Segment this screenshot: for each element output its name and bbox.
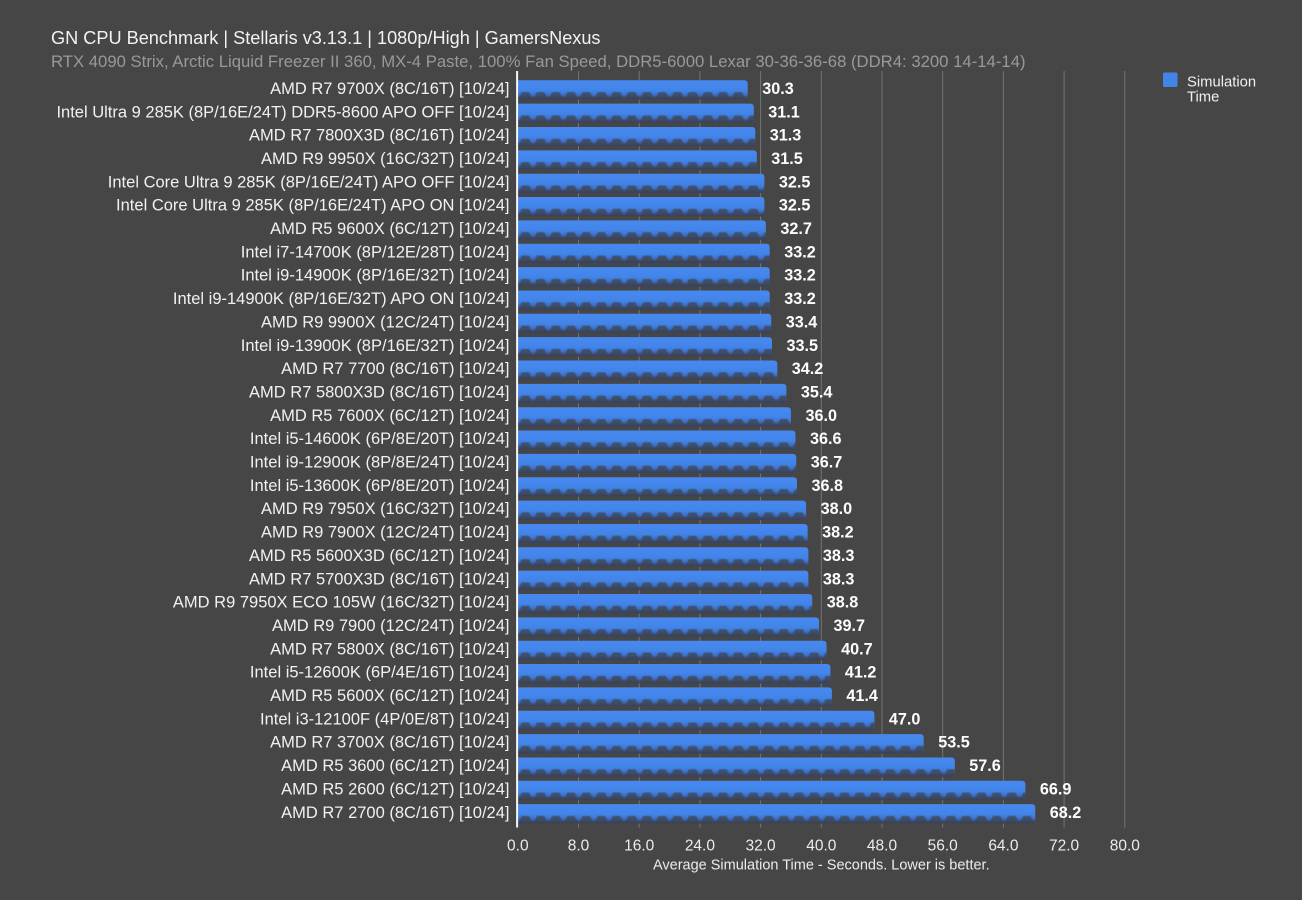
svg-text:36.6: 36.6 bbox=[810, 430, 842, 448]
svg-text:Intel i7-14700K (8P/12E/28T) [: Intel i7-14700K (8P/12E/28T) [10/24] bbox=[241, 243, 510, 261]
svg-text:AMD R5 2600 (6C/12T) [10/24]: AMD R5 2600 (6C/12T) [10/24] bbox=[281, 780, 509, 798]
svg-text:Intel i9-14900K (8P/16E/32T) A: Intel i9-14900K (8P/16E/32T) APO ON [10/… bbox=[173, 290, 510, 308]
svg-text:40.7: 40.7 bbox=[841, 640, 873, 658]
svg-text:AMD R7 5800X (8C/16T) [10/24]: AMD R7 5800X (8C/16T) [10/24] bbox=[270, 640, 509, 658]
svg-text:AMD R9 9900X (12C/24T) [10/24]: AMD R9 9900X (12C/24T) [10/24] bbox=[261, 313, 510, 331]
svg-text:Simulation: Simulation bbox=[1187, 75, 1256, 91]
svg-text:38.0: 38.0 bbox=[821, 500, 853, 518]
svg-text:Intel i5-13600K (6P/8E/20T) [1: Intel i5-13600K (6P/8E/20T) [10/24] bbox=[250, 477, 510, 495]
svg-text:0.0: 0.0 bbox=[507, 837, 529, 854]
svg-text:38.3: 38.3 bbox=[823, 570, 855, 588]
svg-text:36.7: 36.7 bbox=[811, 454, 843, 472]
svg-text:31.1: 31.1 bbox=[768, 103, 800, 121]
svg-text:80.0: 80.0 bbox=[1110, 837, 1141, 854]
svg-text:8.0: 8.0 bbox=[568, 837, 590, 854]
svg-text:47.0: 47.0 bbox=[889, 710, 921, 728]
svg-text:AMD R5 3600 (6C/12T) [10/24]: AMD R5 3600 (6C/12T) [10/24] bbox=[281, 757, 509, 775]
svg-text:32.5: 32.5 bbox=[779, 197, 811, 215]
svg-text:33.2: 33.2 bbox=[784, 290, 816, 308]
svg-text:40.0: 40.0 bbox=[806, 837, 837, 854]
svg-text:AMD R9 7950X ECO 105W (16C/32T: AMD R9 7950X ECO 105W (16C/32T) [10/24] bbox=[173, 594, 510, 612]
svg-text:41.4: 41.4 bbox=[846, 687, 878, 705]
svg-text:Intel i9-13900K (8P/16E/32T) [: Intel i9-13900K (8P/16E/32T) [10/24] bbox=[241, 337, 510, 355]
svg-text:38.3: 38.3 bbox=[823, 547, 855, 565]
svg-text:GN CPU Benchmark | Stellaris v: GN CPU Benchmark | Stellaris v3.13.1 | 1… bbox=[51, 28, 601, 48]
svg-text:30.3: 30.3 bbox=[762, 80, 794, 98]
svg-text:Intel i3-12100F (4P/0E/8T) [10: Intel i3-12100F (4P/0E/8T) [10/24] bbox=[260, 710, 509, 728]
svg-text:39.7: 39.7 bbox=[834, 617, 866, 635]
svg-text:AMD R9 7950X (16C/32T) [10/24]: AMD R9 7950X (16C/32T) [10/24] bbox=[261, 500, 510, 518]
svg-text:66.9: 66.9 bbox=[1040, 780, 1072, 798]
svg-text:AMD R5 5600X (6C/12T) [10/24]: AMD R5 5600X (6C/12T) [10/24] bbox=[270, 687, 509, 705]
svg-text:Intel Ultra 9 285K (8P/16E/24T: Intel Ultra 9 285K (8P/16E/24T) DDR5-860… bbox=[56, 103, 509, 121]
svg-text:33.2: 33.2 bbox=[784, 243, 816, 261]
svg-text:AMD R7 5800X3D (8C/16T) [10/24: AMD R7 5800X3D (8C/16T) [10/24] bbox=[249, 383, 509, 401]
svg-text:48.0: 48.0 bbox=[867, 837, 898, 854]
svg-text:AMD R5 9600X (6C/12T) [10/24]: AMD R5 9600X (6C/12T) [10/24] bbox=[270, 220, 509, 238]
svg-text:AMD R7 7800X3D (8C/16T) [10/24: AMD R7 7800X3D (8C/16T) [10/24] bbox=[249, 127, 509, 145]
svg-text:36.0: 36.0 bbox=[806, 407, 838, 425]
svg-text:Intel Core Ultra 9 285K (8P/16: Intel Core Ultra 9 285K (8P/16E/24T) APO… bbox=[108, 173, 510, 191]
svg-text:Average Simulation Time - Seco: Average Simulation Time - Seconds. Lower… bbox=[653, 857, 990, 873]
svg-text:AMD R7 2700 (8C/16T) [10/24]: AMD R7 2700 (8C/16T) [10/24] bbox=[281, 804, 509, 822]
svg-text:36.8: 36.8 bbox=[812, 477, 844, 495]
svg-text:Intel i9-12900K (8P/8E/24T) [1: Intel i9-12900K (8P/8E/24T) [10/24] bbox=[250, 454, 510, 472]
svg-text:AMD R9 9950X (16C/32T) [10/24]: AMD R9 9950X (16C/32T) [10/24] bbox=[261, 150, 510, 168]
svg-text:AMD R5 7600X (6C/12T) [10/24]: AMD R5 7600X (6C/12T) [10/24] bbox=[270, 407, 509, 425]
svg-text:57.6: 57.6 bbox=[969, 757, 1001, 775]
svg-text:Time: Time bbox=[1187, 90, 1219, 106]
svg-text:Intel i5-12600K (6P/4E/16T) [1: Intel i5-12600K (6P/4E/16T) [10/24] bbox=[250, 664, 510, 682]
svg-text:Intel i9-14900K (8P/16E/32T) [: Intel i9-14900K (8P/16E/32T) [10/24] bbox=[241, 267, 510, 285]
svg-text:AMD R7 9700X (8C/16T) [10/24]: AMD R7 9700X (8C/16T) [10/24] bbox=[270, 80, 509, 98]
svg-text:Intel i5-14600K (6P/8E/20T) [1: Intel i5-14600K (6P/8E/20T) [10/24] bbox=[250, 430, 510, 448]
svg-text:38.8: 38.8 bbox=[827, 594, 859, 612]
svg-text:32.7: 32.7 bbox=[780, 220, 812, 238]
svg-text:72.0: 72.0 bbox=[1049, 837, 1080, 854]
svg-text:31.5: 31.5 bbox=[771, 150, 803, 168]
svg-text:AMD R5 5600X3D (6C/12T) [10/24: AMD R5 5600X3D (6C/12T) [10/24] bbox=[249, 547, 509, 565]
svg-text:AMD R9 7900X (12C/24T) [10/24]: AMD R9 7900X (12C/24T) [10/24] bbox=[261, 524, 510, 542]
svg-text:32.5: 32.5 bbox=[779, 173, 811, 191]
svg-text:56.0: 56.0 bbox=[928, 837, 959, 854]
svg-text:33.5: 33.5 bbox=[787, 337, 819, 355]
svg-text:AMD R9 7900 (12C/24T) [10/24]: AMD R9 7900 (12C/24T) [10/24] bbox=[272, 617, 510, 635]
svg-text:RTX 4090 Strix, Arctic Liquid: RTX 4090 Strix, Arctic Liquid Freezer II… bbox=[51, 52, 1026, 71]
svg-text:35.4: 35.4 bbox=[801, 383, 833, 401]
svg-text:AMD R7 3700X (8C/16T) [10/24]: AMD R7 3700X (8C/16T) [10/24] bbox=[270, 734, 509, 752]
svg-text:33.2: 33.2 bbox=[784, 267, 816, 285]
svg-text:AMD R7 5700X3D (8C/16T) [10/24: AMD R7 5700X3D (8C/16T) [10/24] bbox=[249, 570, 509, 588]
svg-text:38.2: 38.2 bbox=[822, 524, 854, 542]
svg-text:16.0: 16.0 bbox=[624, 837, 655, 854]
svg-text:AMD R7 7700 (8C/16T) [10/24]: AMD R7 7700 (8C/16T) [10/24] bbox=[281, 360, 509, 378]
svg-text:24.0: 24.0 bbox=[685, 837, 716, 854]
svg-text:Intel Core Ultra 9 285K (8P/16: Intel Core Ultra 9 285K (8P/16E/24T) APO… bbox=[116, 197, 509, 215]
svg-text:33.4: 33.4 bbox=[786, 313, 818, 331]
svg-text:53.5: 53.5 bbox=[938, 734, 970, 752]
svg-text:68.2: 68.2 bbox=[1050, 804, 1082, 822]
svg-text:32.0: 32.0 bbox=[746, 837, 777, 854]
svg-text:41.2: 41.2 bbox=[845, 664, 877, 682]
svg-text:34.2: 34.2 bbox=[792, 360, 824, 378]
svg-text:31.3: 31.3 bbox=[770, 127, 802, 145]
svg-text:64.0: 64.0 bbox=[988, 837, 1019, 854]
